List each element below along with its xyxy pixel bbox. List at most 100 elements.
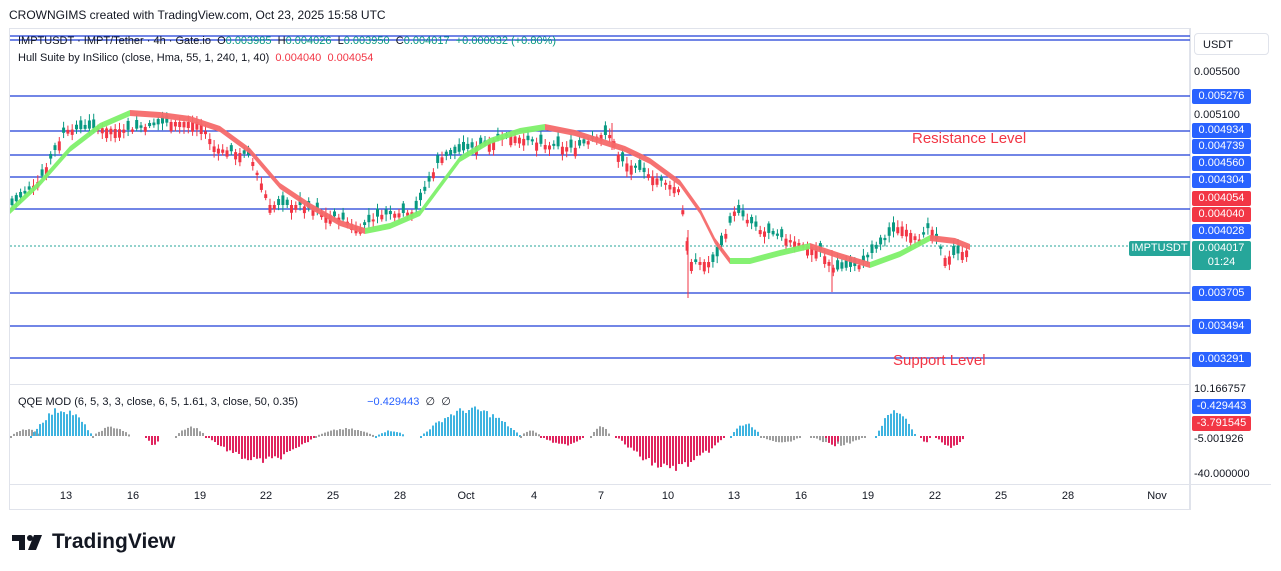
qqe-label[interactable]: QQE MOD (6, 5, 3, 3, close, 6, 5, 1.61, … bbox=[18, 396, 299, 408]
candle-body bbox=[264, 194, 268, 199]
low-label: L bbox=[337, 35, 344, 47]
candlesticks bbox=[10, 111, 969, 298]
qqe-bar bbox=[902, 416, 904, 436]
support-label[interactable]: Support Level bbox=[893, 352, 986, 369]
qqe-bar bbox=[456, 410, 458, 436]
qqe-bar bbox=[39, 424, 41, 436]
qqe-bar bbox=[513, 430, 515, 436]
currency-selector[interactable]: USDT bbox=[1194, 33, 1269, 55]
qqe-bar bbox=[450, 414, 452, 436]
hull-value-2: 0.004054 bbox=[327, 52, 374, 64]
candle-body bbox=[23, 190, 27, 194]
candle-body bbox=[827, 262, 831, 266]
qqe-bar bbox=[214, 436, 216, 442]
qqe-bar bbox=[42, 422, 44, 436]
time-tick: Nov bbox=[1147, 490, 1167, 502]
qqe-bar bbox=[178, 433, 180, 436]
hull-label[interactable]: Hull Suite by InSilico (close, Hma, 55, … bbox=[18, 52, 270, 64]
candle-body bbox=[401, 203, 405, 214]
qqe-bar bbox=[95, 433, 97, 436]
qqe-bar bbox=[66, 414, 68, 436]
time-axis-border bbox=[9, 484, 1271, 485]
qqe-bar bbox=[858, 436, 860, 440]
qqe-bar bbox=[896, 412, 898, 436]
hull-legend: Hull Suite by InSilico (close, Hma, 55, … bbox=[18, 52, 373, 64]
candle-body bbox=[173, 122, 177, 127]
hull-segment bbox=[440, 156, 460, 189]
candle-body bbox=[943, 257, 947, 267]
qqe-bar bbox=[321, 433, 323, 436]
candle-body bbox=[113, 129, 117, 138]
qqe-bar bbox=[75, 414, 77, 436]
qqe-bar bbox=[714, 436, 716, 446]
qqe-bar bbox=[657, 436, 659, 468]
tradingview-logo[interactable]: TradingView bbox=[12, 530, 175, 554]
candle-body bbox=[122, 129, 126, 133]
qqe-bar bbox=[787, 436, 789, 442]
symbol-info[interactable]: IMPTUSDT · IMPT/Tether · 4h · Gate.io bbox=[18, 35, 211, 47]
time-tick: 13 bbox=[59, 490, 73, 502]
candle-body bbox=[66, 129, 70, 134]
open-label: O bbox=[217, 35, 226, 47]
candle-body bbox=[376, 208, 379, 217]
qqe-bar bbox=[504, 421, 506, 436]
candle-body bbox=[745, 219, 749, 224]
qqe-bar bbox=[286, 436, 288, 453]
qqe-na-1: ∅ bbox=[425, 396, 436, 408]
qqe-bar bbox=[205, 436, 207, 438]
qqe-bar bbox=[576, 436, 578, 442]
hull-segment bbox=[680, 180, 700, 214]
candle-body bbox=[242, 150, 246, 154]
qqe-bar bbox=[555, 436, 557, 443]
qqe-bar bbox=[642, 436, 644, 461]
level-tag: 0.003494 bbox=[1192, 319, 1251, 334]
level-tag: 0.004304 bbox=[1192, 173, 1251, 188]
candle-body bbox=[582, 139, 586, 144]
qqe-bar bbox=[501, 421, 503, 436]
level-tag: 0.004934 bbox=[1192, 123, 1251, 138]
candle-body bbox=[646, 174, 650, 178]
qqe-bar bbox=[187, 427, 189, 436]
qqe-bar bbox=[30, 436, 32, 438]
candle-body bbox=[578, 140, 582, 146]
qqe-bar bbox=[627, 436, 629, 448]
candle-body bbox=[960, 251, 964, 260]
qqe-bar bbox=[271, 436, 273, 459]
candle-body bbox=[694, 259, 698, 262]
qqe-bar bbox=[28, 429, 30, 436]
qqe-bar bbox=[69, 410, 71, 436]
high-value: 0.004026 bbox=[285, 35, 332, 47]
candle-body bbox=[904, 229, 908, 237]
candle-body bbox=[535, 142, 539, 151]
candle-body bbox=[414, 200, 418, 210]
pane-separator[interactable] bbox=[9, 384, 1190, 385]
time-tick: 22 bbox=[259, 490, 273, 502]
qqe-bar bbox=[486, 411, 488, 436]
qqe-bar bbox=[944, 436, 946, 445]
candle-body bbox=[186, 122, 190, 128]
hull-suite-band bbox=[10, 110, 970, 268]
qqe-bar bbox=[766, 436, 768, 440]
qqe-bar bbox=[232, 436, 234, 453]
qqe-bar bbox=[310, 436, 312, 440]
qqe-bar bbox=[751, 427, 753, 436]
candle-body bbox=[479, 137, 483, 145]
time-tick: 28 bbox=[393, 490, 407, 502]
qqe-bar bbox=[822, 436, 824, 443]
time-tick: 10 bbox=[661, 490, 675, 502]
qqe-bar bbox=[241, 436, 243, 459]
qqe-bar bbox=[684, 436, 686, 463]
qqe-bar bbox=[235, 436, 237, 452]
qqe-bar bbox=[696, 436, 698, 456]
candle-body bbox=[659, 177, 663, 181]
price-legend: IMPTUSDT · IMPT/Tether · 4h · Gate.io O 0… bbox=[18, 35, 556, 47]
qqe-bar bbox=[582, 436, 584, 438]
candle-body bbox=[539, 134, 543, 144]
candle-body bbox=[49, 153, 53, 159]
qqe-bar bbox=[608, 433, 610, 436]
resistance-label[interactable]: Resistance Level bbox=[912, 130, 1027, 147]
qqe-bar bbox=[793, 436, 795, 441]
candle-body bbox=[634, 165, 637, 168]
candle-body bbox=[965, 250, 969, 258]
